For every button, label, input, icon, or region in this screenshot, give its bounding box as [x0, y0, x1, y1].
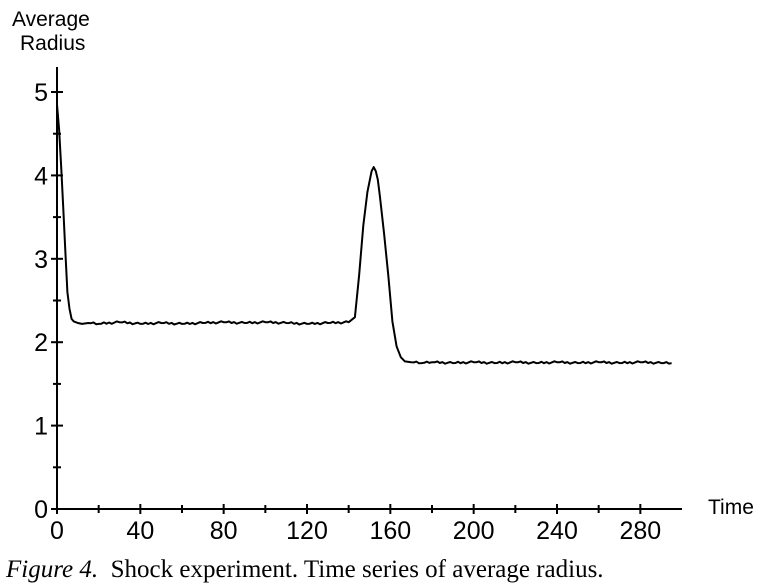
y-tick-label: 5 [34, 79, 48, 107]
x-tick-label: 200 [453, 517, 495, 545]
x-tick-label: 240 [536, 517, 578, 545]
x-tick-label: 280 [619, 517, 661, 545]
x-tick-label: 40 [126, 517, 154, 545]
caption-label: Figure 4. [6, 556, 99, 583]
x-axis-title: Time [708, 496, 754, 519]
y-axis-title-line1: Average [12, 8, 90, 31]
x-tick-label: 120 [286, 517, 328, 545]
y-tick-label: 3 [34, 246, 48, 274]
caption-text: Shock experiment. Time series of average… [110, 556, 604, 583]
axes: 0 40 80 120 160 200 240 280 0 1 2 3 4 5 [34, 67, 682, 545]
x-tick-label: 0 [50, 517, 64, 545]
y-axis-title-line2: Radius [20, 32, 85, 55]
y-tick-label: 0 [34, 496, 48, 524]
x-tick-label: 160 [369, 517, 411, 545]
chart: Average Radius Time 0 40 80 120 160 200 240 280… [12, 8, 754, 545]
y-tick-label: 1 [34, 413, 48, 441]
figure-caption: Figure 4. Shock experiment. Time series … [6, 556, 604, 584]
y-tick-label: 4 [34, 162, 48, 190]
series-line [56, 104, 672, 365]
series-layer [56, 104, 672, 365]
y-tick-label: 2 [34, 329, 48, 357]
x-tick-label: 80 [210, 517, 238, 545]
